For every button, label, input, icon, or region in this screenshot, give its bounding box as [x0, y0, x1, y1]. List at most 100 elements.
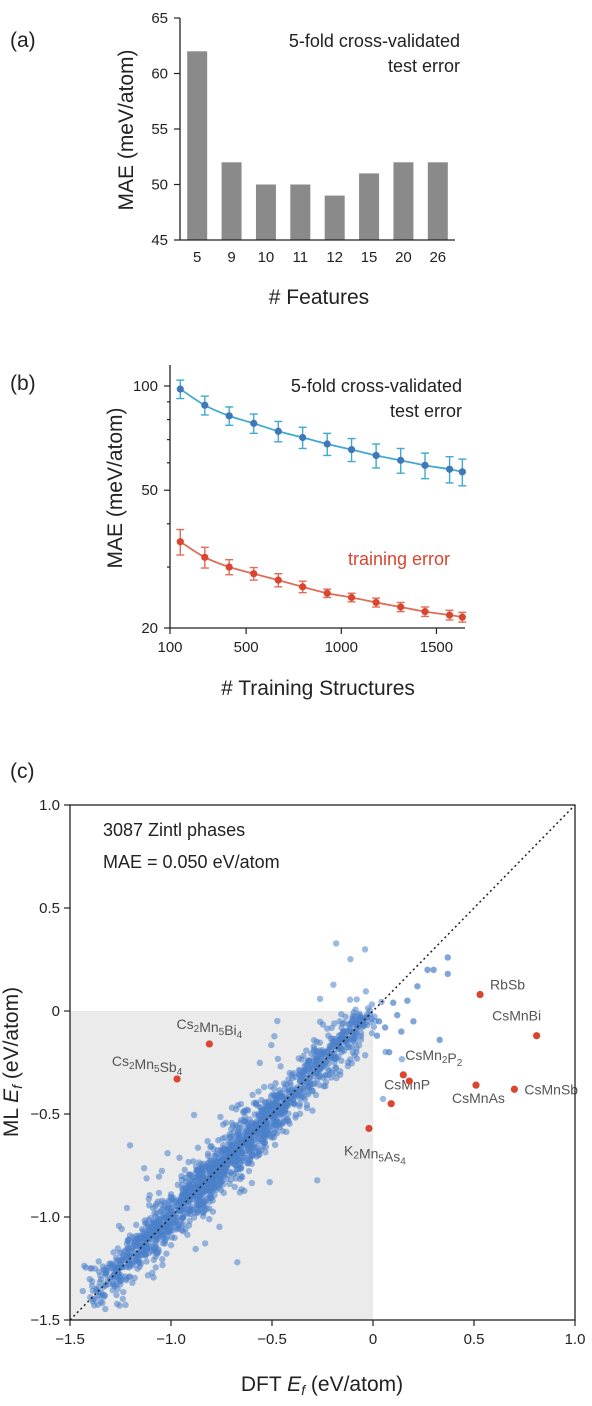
data-point — [333, 1054, 340, 1061]
panel-a-label: (a) — [10, 29, 36, 52]
data-point — [281, 1107, 289, 1114]
data-point — [184, 1231, 191, 1238]
data-point — [193, 1167, 201, 1174]
data-point — [329, 1040, 336, 1047]
outlier-point — [173, 1075, 181, 1083]
c-annotation-count: 3087 Zintl phases — [103, 820, 245, 840]
data-point — [212, 1152, 219, 1160]
test-point — [225, 412, 233, 420]
data-point — [373, 1032, 381, 1039]
data-point — [330, 981, 337, 988]
data-point — [271, 1033, 278, 1040]
c-x-label-prefix: DFT — [241, 1373, 287, 1396]
data-point — [444, 970, 451, 978]
train-point — [176, 538, 184, 546]
outlier-label-part: 5 — [378, 1153, 384, 1164]
outlier-label-part: As — [384, 1148, 400, 1164]
data-point — [119, 1253, 127, 1261]
data-point — [316, 995, 324, 1003]
panel-a: (a) 45 50 55 60 65 5 9 10 11 12 15 20 26 # Features… — [10, 10, 460, 309]
data-point — [142, 1234, 150, 1242]
outlier-label-part: CsMnP — [384, 1077, 430, 1093]
data-point — [199, 1213, 207, 1220]
data-point — [209, 1197, 216, 1204]
outlier-label: CsMnSb — [524, 1081, 578, 1097]
data-point — [280, 1080, 288, 1087]
data-point — [130, 1242, 138, 1250]
test-point — [323, 440, 331, 448]
data-point — [430, 966, 437, 973]
y-tick-label: −1.5 — [30, 1312, 60, 1329]
x-tick-label: 100 — [157, 639, 182, 656]
outlier-label-part: Cs — [177, 1016, 194, 1032]
data-point — [303, 1101, 311, 1109]
outlier-point — [472, 1081, 480, 1089]
data-point — [126, 1273, 134, 1280]
data-point — [306, 1074, 313, 1081]
data-point — [168, 1208, 176, 1215]
data-point — [95, 1292, 102, 1300]
outlier-label-part: 5 — [154, 1064, 160, 1075]
data-point — [353, 996, 360, 1003]
data-point — [357, 1032, 365, 1040]
panel-b: (b) 20 50 100 100 500 1000 1500 # Training St… — [10, 365, 467, 700]
data-point — [204, 1138, 211, 1145]
outlier-label-part: Mn — [359, 1145, 378, 1161]
data-point — [181, 1166, 188, 1174]
data-point — [210, 1185, 218, 1193]
outlier-label-part: K — [344, 1142, 354, 1158]
data-point — [184, 1209, 191, 1216]
data-point — [194, 1190, 202, 1197]
data-point — [361, 946, 369, 953]
data-point — [152, 1253, 159, 1260]
outlier-label: Cs2Mn5Bi4 — [177, 1016, 243, 1041]
test-point — [372, 451, 380, 460]
data-point — [255, 1088, 262, 1095]
data-point — [124, 1236, 132, 1244]
data-point — [248, 1179, 256, 1187]
data-point — [135, 1232, 142, 1239]
data-point — [297, 1073, 305, 1080]
data-point — [314, 1177, 321, 1184]
outlier-label-part: CsMn — [405, 1047, 442, 1063]
outlier-point — [533, 1032, 541, 1040]
y-tick-label: 50 — [151, 177, 168, 194]
data-point — [185, 1158, 192, 1166]
data-point — [173, 1202, 181, 1209]
outlier-label: CsMnBi — [492, 1008, 541, 1024]
data-point — [259, 1143, 267, 1150]
data-point — [217, 1186, 225, 1194]
data-point — [272, 1122, 279, 1129]
data-point — [81, 1262, 88, 1269]
train-point — [421, 608, 429, 616]
data-point — [204, 1150, 212, 1157]
data-point — [385, 1049, 393, 1056]
b-train-label: training error — [348, 549, 450, 569]
data-point — [126, 1142, 134, 1149]
test-point — [250, 419, 258, 427]
x-tick-label: −0.5 — [257, 1331, 287, 1348]
data-point — [154, 1214, 162, 1222]
data-point — [110, 1274, 117, 1282]
outlier-label-part: Mn — [135, 1056, 154, 1072]
data-point — [79, 1287, 87, 1295]
data-point — [167, 1242, 175, 1249]
data-point — [219, 1142, 227, 1149]
train-point — [201, 553, 209, 561]
data-point — [298, 1056, 305, 1063]
x-tick-label: 20 — [395, 249, 412, 266]
outlier-label-part: Mn — [199, 1019, 218, 1035]
data-point — [336, 1036, 344, 1043]
data-point — [150, 1274, 157, 1281]
test-point — [274, 427, 282, 435]
data-point — [248, 1160, 256, 1168]
data-point — [178, 1206, 186, 1213]
data-point — [347, 1056, 354, 1063]
data-point — [255, 1151, 262, 1159]
outlier-label-part: P — [447, 1050, 456, 1066]
x-tick-label: 12 — [326, 249, 343, 266]
outlier-label: CsMnAs — [452, 1090, 505, 1106]
data-point — [123, 1204, 131, 1212]
data-point — [270, 1130, 277, 1137]
